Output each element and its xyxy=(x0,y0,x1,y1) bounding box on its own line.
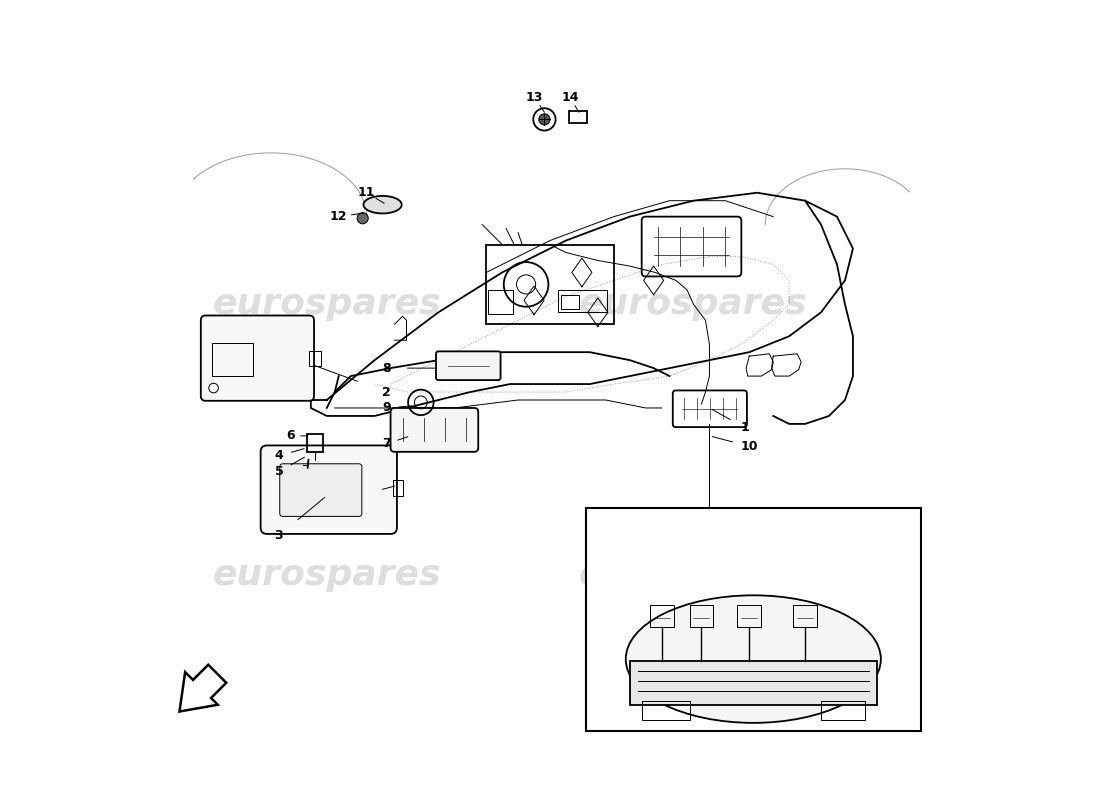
Text: eurospares: eurospares xyxy=(580,558,807,592)
Bar xyxy=(212,342,253,376)
Bar xyxy=(641,701,690,721)
Bar xyxy=(558,290,607,312)
Bar xyxy=(307,434,322,452)
Bar xyxy=(650,605,673,627)
Bar xyxy=(561,294,579,309)
Text: 1: 1 xyxy=(741,422,750,434)
Bar xyxy=(793,605,817,627)
Polygon shape xyxy=(179,665,227,711)
Text: 6: 6 xyxy=(287,430,295,442)
Text: 7: 7 xyxy=(382,438,390,450)
Ellipse shape xyxy=(363,196,402,214)
Text: 2: 2 xyxy=(382,386,390,398)
Text: 12: 12 xyxy=(330,210,348,223)
Text: 8: 8 xyxy=(383,362,390,374)
Text: 4: 4 xyxy=(275,450,284,462)
Text: 11: 11 xyxy=(358,186,375,199)
Bar xyxy=(487,290,514,314)
Bar xyxy=(393,480,403,496)
Text: eurospares: eurospares xyxy=(580,287,807,322)
Circle shape xyxy=(539,114,550,125)
Circle shape xyxy=(358,213,368,224)
Text: 9: 9 xyxy=(383,402,390,414)
Bar xyxy=(569,111,586,122)
FancyBboxPatch shape xyxy=(436,351,500,380)
Bar xyxy=(309,351,321,366)
Text: 13: 13 xyxy=(526,90,542,103)
Bar xyxy=(737,605,761,627)
FancyBboxPatch shape xyxy=(261,446,397,534)
Ellipse shape xyxy=(626,595,881,723)
Text: 10: 10 xyxy=(740,440,758,453)
Bar xyxy=(629,661,877,705)
Text: 5: 5 xyxy=(275,466,284,478)
Bar xyxy=(690,605,714,627)
FancyBboxPatch shape xyxy=(390,408,478,452)
FancyBboxPatch shape xyxy=(201,315,313,401)
Bar xyxy=(821,701,865,721)
Text: 3: 3 xyxy=(275,529,284,542)
FancyBboxPatch shape xyxy=(279,464,362,516)
Bar xyxy=(486,245,614,324)
Text: 14: 14 xyxy=(561,90,579,103)
Bar xyxy=(586,508,921,731)
Text: eurospares: eurospares xyxy=(212,287,441,322)
Text: eurospares: eurospares xyxy=(212,558,441,592)
